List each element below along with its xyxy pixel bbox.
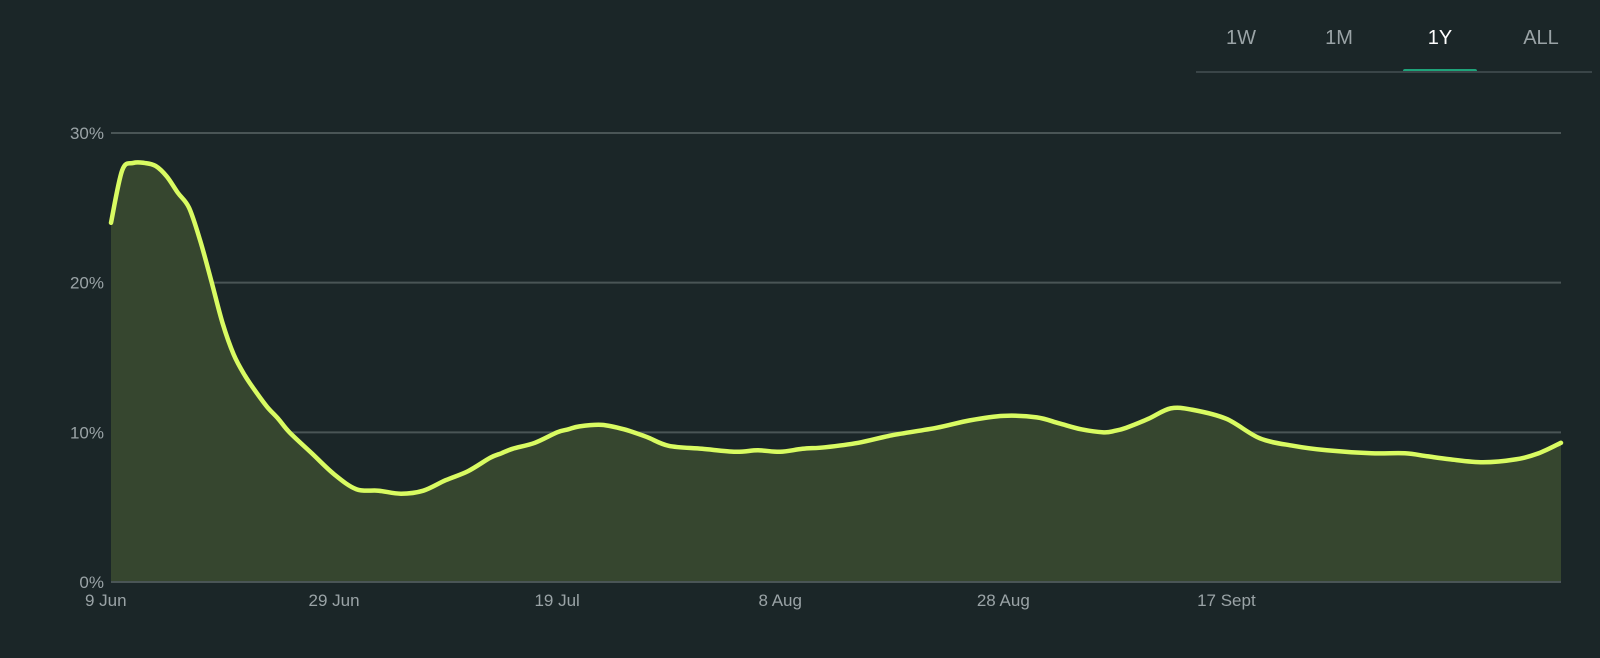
data-point bbox=[968, 418, 972, 422]
tab-label: 1W bbox=[1226, 27, 1256, 49]
data-point bbox=[1035, 415, 1039, 419]
data-point bbox=[1537, 451, 1541, 455]
data-point bbox=[165, 174, 169, 178]
data-point bbox=[756, 448, 760, 452]
tabs-divider bbox=[1196, 71, 1592, 73]
data-point bbox=[154, 164, 158, 168]
data-point bbox=[700, 447, 704, 451]
y-tick-label: 0% bbox=[79, 573, 104, 592]
data-point bbox=[1559, 441, 1563, 445]
tab-1w[interactable]: 1W bbox=[1196, 24, 1286, 73]
data-point bbox=[1447, 457, 1451, 461]
data-point bbox=[1057, 421, 1061, 425]
tab-label: 1M bbox=[1325, 27, 1353, 49]
data-point bbox=[243, 373, 247, 377]
x-tick-label: 19 Jul bbox=[534, 591, 579, 610]
data-point bbox=[1169, 406, 1173, 410]
data-point bbox=[287, 430, 291, 434]
area-layer bbox=[108, 160, 1564, 583]
y-tick-label: 30% bbox=[70, 124, 104, 143]
data-point bbox=[209, 279, 213, 283]
data-point bbox=[310, 451, 314, 455]
data-point bbox=[142, 161, 146, 165]
data-point bbox=[778, 450, 782, 454]
range-tabs: 1W 1M 1Y ALL bbox=[1196, 0, 1592, 73]
data-point bbox=[1258, 436, 1262, 440]
tab-label: ALL bbox=[1523, 27, 1559, 49]
data-point bbox=[254, 390, 258, 394]
data-point bbox=[421, 489, 425, 493]
data-point bbox=[1403, 451, 1407, 455]
tab-all[interactable]: ALL bbox=[1496, 24, 1586, 73]
data-point bbox=[198, 239, 202, 243]
data-point bbox=[276, 417, 280, 421]
y-tick-label: 10% bbox=[70, 423, 104, 442]
data-point bbox=[354, 487, 358, 491]
data-point bbox=[1124, 426, 1128, 430]
data-point bbox=[131, 161, 135, 165]
x-axis: 9 Jun 29 Jun 19 Jul 8 Aug 28 Aug 17 Sept bbox=[85, 591, 1256, 610]
data-point bbox=[1102, 430, 1106, 434]
data-point bbox=[1113, 429, 1117, 433]
data-point bbox=[1191, 408, 1195, 412]
data-point bbox=[1291, 444, 1295, 448]
x-tick-label: 9 Jun bbox=[85, 591, 127, 610]
data-point bbox=[1369, 451, 1373, 455]
data-point bbox=[667, 444, 671, 448]
data-point bbox=[1425, 454, 1429, 458]
data-point bbox=[644, 435, 648, 439]
tab-label: 1Y bbox=[1427, 27, 1453, 49]
data-point bbox=[120, 168, 124, 172]
data-point bbox=[533, 441, 537, 445]
data-point bbox=[823, 445, 827, 449]
data-point bbox=[555, 430, 559, 434]
x-tick-label: 29 Jun bbox=[309, 591, 360, 610]
data-point bbox=[600, 423, 604, 427]
data-point bbox=[488, 456, 492, 460]
data-point bbox=[890, 433, 894, 437]
data-point bbox=[801, 447, 805, 451]
data-point bbox=[232, 353, 236, 357]
data-point bbox=[566, 427, 570, 431]
x-tick-label: 8 Aug bbox=[758, 591, 802, 610]
data-point bbox=[466, 469, 470, 473]
data-point bbox=[109, 221, 113, 225]
data-point bbox=[1224, 417, 1228, 421]
series-line bbox=[108, 160, 1564, 496]
data-point bbox=[1001, 414, 1005, 418]
y-axis: 0% 10% 20% 30% bbox=[70, 124, 104, 592]
data-point bbox=[856, 441, 860, 445]
data-point bbox=[1146, 417, 1150, 421]
x-tick-label: 17 Sept bbox=[1197, 591, 1256, 610]
data-point bbox=[734, 450, 738, 454]
data-point bbox=[176, 191, 180, 195]
data-point bbox=[934, 426, 938, 430]
data-point bbox=[221, 321, 225, 325]
data-point bbox=[1481, 460, 1485, 464]
data-point bbox=[499, 451, 503, 455]
data-point bbox=[444, 478, 448, 482]
data-point bbox=[265, 405, 269, 409]
data-point bbox=[1325, 448, 1329, 452]
y-tick-label: 20% bbox=[70, 274, 104, 293]
data-point bbox=[332, 472, 336, 476]
data-point bbox=[1079, 427, 1083, 431]
series-area-fill bbox=[111, 162, 1561, 582]
data-point bbox=[1514, 457, 1518, 461]
data-point bbox=[511, 447, 515, 451]
data-point bbox=[399, 492, 403, 496]
data-point bbox=[377, 489, 381, 493]
x-tick-label: 28 Aug bbox=[977, 591, 1030, 610]
data-point bbox=[577, 424, 581, 428]
data-point bbox=[187, 206, 191, 210]
tab-1m[interactable]: 1M bbox=[1294, 24, 1384, 73]
data-point bbox=[622, 427, 626, 431]
